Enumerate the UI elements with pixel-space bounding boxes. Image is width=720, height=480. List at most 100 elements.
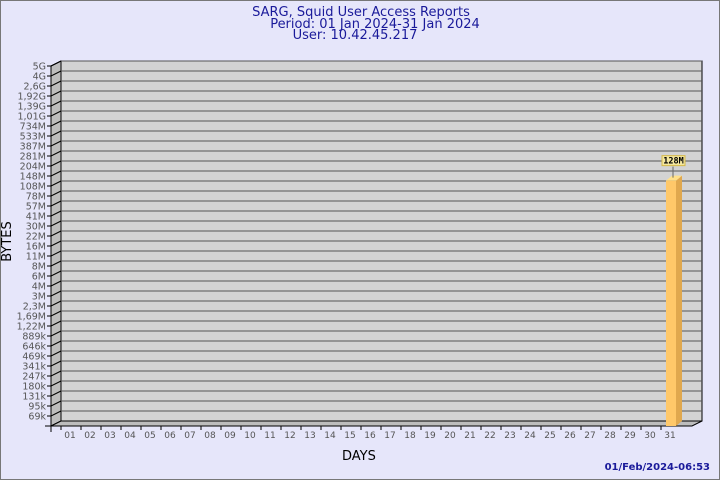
- x-tick-label: 23: [504, 431, 515, 441]
- y-tick-label: 247k: [22, 372, 46, 383]
- y-tick-depth: [50, 270, 62, 277]
- y-tick-label: 204M: [20, 162, 46, 173]
- x-tick-label: 13: [304, 431, 315, 441]
- y-tick-depth: [50, 260, 62, 267]
- x-tick-label: 04: [124, 431, 136, 441]
- y-tick-label: 4M: [32, 282, 46, 293]
- x-tick-label: 25: [544, 431, 555, 441]
- x-tick-label: 09: [224, 431, 236, 441]
- y-tick-depth: [50, 390, 62, 397]
- y-tick-label: 30M: [26, 222, 46, 233]
- y-tick-depth: [50, 330, 62, 337]
- y-tick-depth: [50, 300, 62, 307]
- y-tick-depth: [50, 230, 62, 237]
- x-tick-label: 14: [324, 431, 336, 441]
- y-tick-depth: [50, 380, 62, 387]
- y-tick-depth: [50, 350, 62, 357]
- y-tick-depth: [50, 180, 62, 187]
- x-tick-label: 30: [644, 431, 656, 441]
- x-tick-label: 01: [64, 431, 75, 441]
- y-tick-depth: [50, 110, 62, 117]
- y-tick-label: 5G: [33, 62, 46, 73]
- y-tick-label: 78M: [26, 192, 46, 203]
- y-tick-label: 6M: [32, 272, 46, 283]
- y-tick-label: 889k: [22, 332, 46, 343]
- x-tick-label: 20: [444, 431, 456, 441]
- x-tick-label: 03: [104, 431, 115, 441]
- y-tick-label: 341k: [22, 362, 46, 373]
- y-tick-depth: [50, 290, 62, 297]
- y-tick-label: 57M: [26, 202, 46, 213]
- y-tick-depth: [50, 360, 62, 367]
- x-tick-label: 27: [584, 431, 595, 441]
- x-tick-label: 17: [384, 431, 395, 441]
- y-tick-depth: [50, 160, 62, 167]
- y-tick-depth: [50, 140, 62, 147]
- y-tick-label: 22M: [26, 232, 46, 243]
- y-tick-label: 533M: [20, 132, 46, 143]
- x-tick-label: 26: [564, 431, 576, 441]
- y-tick-depth: [50, 120, 62, 127]
- y-tick-label: 41M: [26, 212, 46, 223]
- y-tick-label: 1,01G: [17, 112, 46, 123]
- timestamp: 01/Feb/2024-06:53: [604, 462, 710, 473]
- x-tick-label: 02: [84, 431, 95, 441]
- y-tick-label: 69k: [28, 412, 46, 423]
- x-tick-label: 22: [484, 431, 495, 441]
- x-tick-label: 28: [604, 431, 616, 441]
- chart-user: User: 10.42.45.217: [292, 28, 418, 43]
- y-tick-label: 16M: [26, 242, 46, 253]
- data-label: 128M: [663, 157, 683, 167]
- x-tick-label: 29: [624, 431, 636, 441]
- y-tick-depth: [50, 400, 62, 407]
- y-tick-depth: [50, 80, 62, 87]
- y-axis-label: BYTES: [0, 221, 15, 262]
- x-tick-label: 10: [244, 431, 256, 441]
- x-tick-label: 11: [264, 431, 275, 441]
- y-tick-depth: [50, 190, 62, 197]
- x-tick-label: 21: [464, 431, 475, 441]
- x-tick-label: 08: [204, 431, 216, 441]
- x-tick-label: 12: [284, 431, 295, 441]
- y-tick-label: 1,39G: [17, 102, 46, 113]
- bar-top: [666, 175, 682, 181]
- chart-title: SARG, Squid User Access Reports: [252, 5, 470, 20]
- y-tick-depth: [50, 90, 62, 97]
- y-tick-label: 2,3M: [23, 302, 46, 313]
- y-tick-depth: [50, 100, 62, 107]
- x-axis-label: DAYS: [342, 449, 376, 464]
- y-tick-depth: [50, 60, 62, 67]
- y-tick-depth: [50, 130, 62, 137]
- y-tick-depth: [50, 310, 62, 317]
- y-tick-depth: [50, 220, 62, 227]
- y-tick-label: 646k: [22, 342, 46, 353]
- y-tick-depth: [50, 150, 62, 157]
- data-label-box: [661, 155, 686, 167]
- y-tick-depth: [50, 410, 62, 417]
- y-tick-label: 148M: [20, 172, 46, 183]
- y-tick-label: 11M: [26, 252, 46, 263]
- y-tick-depth: [50, 280, 62, 287]
- y-tick-label: 387M: [20, 142, 46, 153]
- bar-front: [666, 180, 676, 426]
- plot-floor: [50, 420, 703, 427]
- y-tick-depth: [50, 200, 62, 207]
- y-tick-label: 2,6G: [24, 82, 46, 93]
- y-tick-label: 281M: [20, 152, 46, 163]
- y-tick-depth: [50, 70, 62, 77]
- y-tick-depth: [50, 340, 62, 347]
- x-tick-label: 07: [184, 431, 195, 441]
- y-tick-label: 131k: [22, 392, 46, 403]
- x-tick-label: 16: [364, 431, 376, 441]
- y-tick-label: 4G: [33, 72, 46, 83]
- y-tick-label: 180k: [22, 382, 46, 393]
- y-tick-label: 734M: [20, 122, 46, 133]
- y-tick-label: 1,92G: [17, 92, 46, 103]
- y-tick-depth: [50, 210, 62, 217]
- x-tick-label: 18: [404, 431, 416, 441]
- bar-side: [676, 175, 682, 426]
- y-tick-depth: [50, 240, 62, 247]
- x-tick-label: 24: [524, 431, 536, 441]
